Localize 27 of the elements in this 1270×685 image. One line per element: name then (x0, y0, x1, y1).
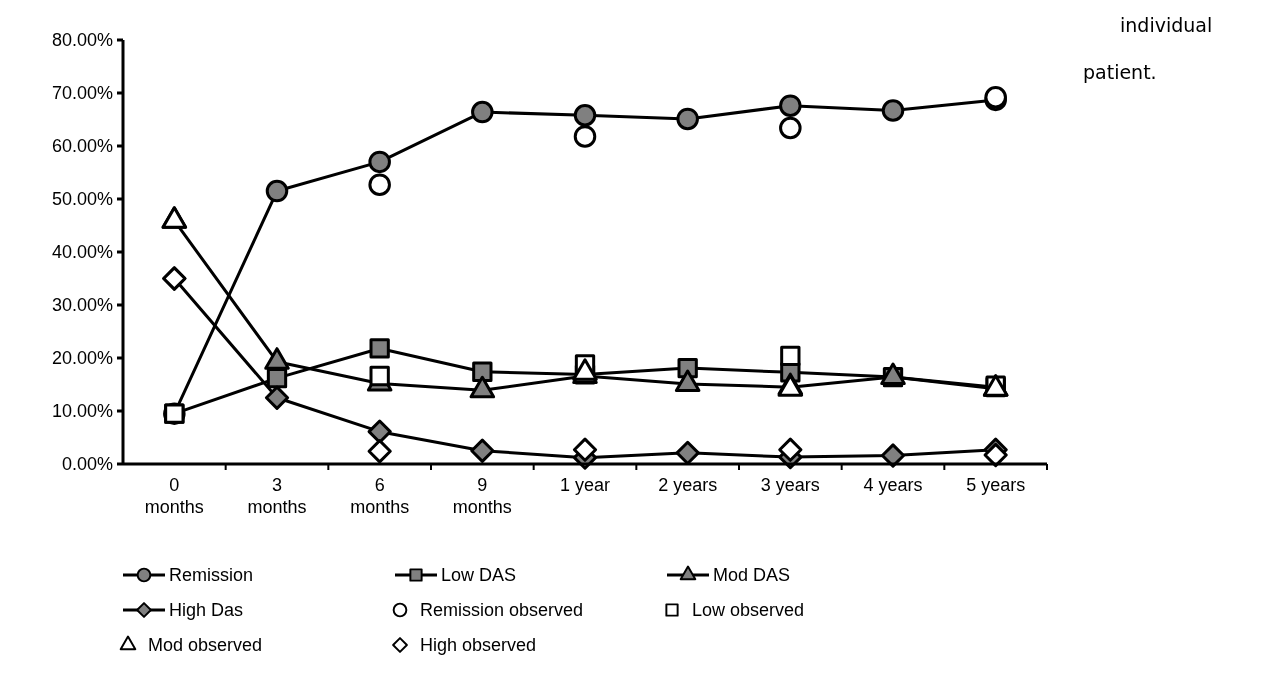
x-tick-label: 3 years (760, 475, 820, 495)
y-tick-label: 10.00% (51, 401, 113, 422)
y-tick-label: 40.00% (51, 242, 113, 263)
legend-label: Mod DAS (713, 565, 791, 586)
legend-label: Low DAS (441, 565, 517, 586)
y-tick-label: 60.00% (51, 136, 113, 157)
legend-label: Remission observed (420, 600, 584, 621)
legend-label: High observed (420, 635, 537, 656)
legend-label: Mod observed (148, 635, 263, 656)
y-tick-label: 0.00% (61, 454, 113, 475)
y-tick-label: 80.00% (51, 30, 113, 51)
x-tick-label: 5 years (966, 475, 1026, 495)
x-tick-label: 4 years (863, 475, 923, 495)
x-tick-label: 0 months (144, 475, 204, 517)
x-tick-label: 6 months (350, 475, 410, 517)
x-tick-label: 3 months (247, 475, 307, 517)
legend-label: High Das (169, 600, 244, 621)
y-tick-label: 20.00% (51, 348, 113, 369)
text: individual patient. (1083, 14, 1213, 83)
legend-label: Low observed (692, 600, 805, 621)
y-tick-label: 70.00% (51, 83, 113, 104)
y-tick-label: 50.00% (51, 189, 113, 210)
y-tick-label: 30.00% (51, 295, 113, 316)
x-tick-label: 1 year (559, 475, 611, 495)
x-tick-label: 9 months (452, 475, 512, 517)
x-tick-label: 2 years (658, 475, 718, 495)
legend-label: Remission (169, 565, 254, 586)
